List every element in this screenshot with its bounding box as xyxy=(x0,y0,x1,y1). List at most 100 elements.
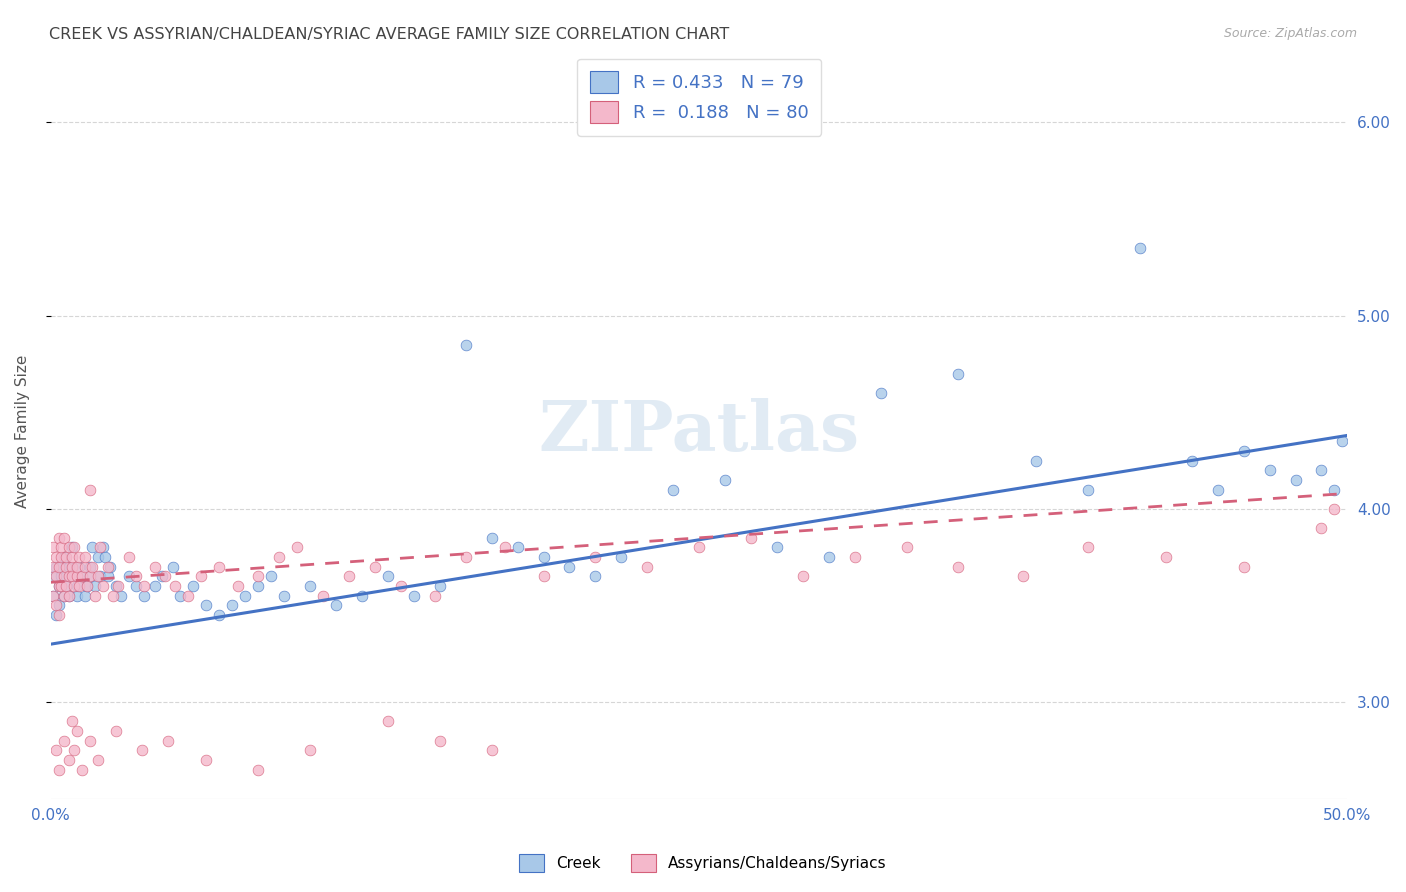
Point xyxy=(51,579,73,593)
Point xyxy=(117,550,139,565)
Point xyxy=(79,733,101,747)
Point xyxy=(55,569,77,583)
Point xyxy=(125,569,148,583)
Point xyxy=(337,569,360,583)
Point xyxy=(533,550,555,565)
Point xyxy=(869,385,891,400)
Point xyxy=(454,337,477,351)
Point xyxy=(94,550,117,565)
Point xyxy=(1025,453,1047,467)
Point xyxy=(481,743,503,757)
Point xyxy=(177,589,200,603)
Point xyxy=(58,589,80,603)
Point xyxy=(896,541,918,555)
Point xyxy=(948,559,970,574)
Point xyxy=(66,724,89,739)
Point xyxy=(740,531,762,545)
Point xyxy=(82,559,104,574)
Point xyxy=(76,579,98,593)
Point xyxy=(312,589,335,603)
Point xyxy=(1331,434,1354,449)
Point xyxy=(377,714,399,729)
Point xyxy=(299,743,322,757)
Point xyxy=(63,569,86,583)
Point xyxy=(66,559,89,574)
Point xyxy=(1012,569,1035,583)
Point xyxy=(402,589,425,603)
Point xyxy=(66,579,89,593)
Point xyxy=(52,733,75,747)
Point xyxy=(55,550,77,565)
Point xyxy=(52,589,75,603)
Point xyxy=(364,559,387,574)
Point xyxy=(58,541,80,555)
Point xyxy=(52,589,75,603)
Point xyxy=(190,569,212,583)
Point xyxy=(60,569,83,583)
Point xyxy=(55,559,77,574)
Point xyxy=(233,589,256,603)
Point xyxy=(429,579,451,593)
Point xyxy=(153,569,176,583)
Point xyxy=(101,589,124,603)
Point xyxy=(48,579,70,593)
Point xyxy=(58,569,80,583)
Point xyxy=(89,541,111,555)
Point xyxy=(299,579,322,593)
Point xyxy=(423,589,446,603)
Point xyxy=(97,569,120,583)
Point xyxy=(273,589,295,603)
Point xyxy=(247,569,270,583)
Point xyxy=(58,753,80,767)
Point xyxy=(1310,521,1333,535)
Point xyxy=(91,541,114,555)
Point xyxy=(350,589,373,603)
Point xyxy=(165,579,187,593)
Point xyxy=(150,569,173,583)
Point xyxy=(45,608,67,623)
Point xyxy=(125,579,148,593)
Point xyxy=(86,753,108,767)
Point xyxy=(42,541,65,555)
Point xyxy=(260,569,283,583)
Point xyxy=(1154,550,1177,565)
Point xyxy=(89,569,111,583)
Point xyxy=(1129,241,1152,255)
Point xyxy=(1323,501,1346,516)
Point xyxy=(51,559,73,574)
Point xyxy=(1310,463,1333,477)
Point xyxy=(60,559,83,574)
Point xyxy=(48,559,70,574)
Point xyxy=(51,569,73,583)
Point xyxy=(84,579,107,593)
Point xyxy=(51,541,73,555)
Point xyxy=(45,743,67,757)
Point xyxy=(636,559,658,574)
Point xyxy=(66,569,89,583)
Point xyxy=(84,589,107,603)
Point xyxy=(97,559,120,574)
Point xyxy=(45,569,67,583)
Legend: Creek, Assyrians/Chaldeans/Syriacs: Creek, Assyrians/Chaldeans/Syriacs xyxy=(512,846,894,880)
Point xyxy=(48,599,70,613)
Point xyxy=(134,589,156,603)
Text: CREEK VS ASSYRIAN/CHALDEAN/SYRIAC AVERAGE FAMILY SIZE CORRELATION CHART: CREEK VS ASSYRIAN/CHALDEAN/SYRIAC AVERAG… xyxy=(49,27,730,42)
Point xyxy=(610,550,633,565)
Point xyxy=(70,569,93,583)
Point xyxy=(100,559,122,574)
Point xyxy=(42,589,65,603)
Point xyxy=(107,579,129,593)
Point xyxy=(481,531,503,545)
Point xyxy=(79,483,101,497)
Point xyxy=(58,589,80,603)
Point xyxy=(429,733,451,747)
Point xyxy=(208,608,231,623)
Point xyxy=(76,579,98,593)
Point xyxy=(169,589,191,603)
Point xyxy=(48,608,70,623)
Point xyxy=(91,579,114,593)
Text: Source: ZipAtlas.com: Source: ZipAtlas.com xyxy=(1223,27,1357,40)
Point xyxy=(558,559,581,574)
Point xyxy=(73,589,96,603)
Point xyxy=(247,763,270,777)
